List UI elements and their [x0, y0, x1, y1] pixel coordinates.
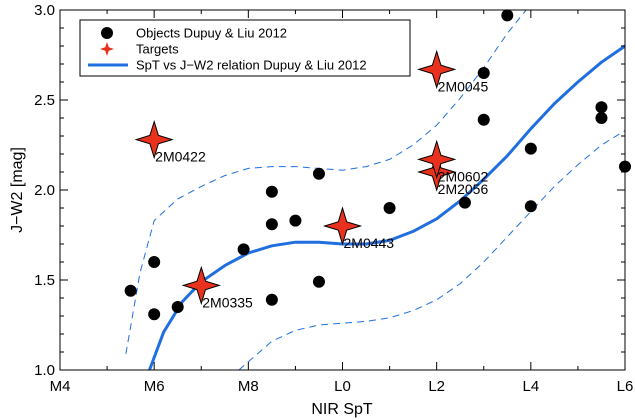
target-star — [181, 265, 222, 306]
object-point — [124, 284, 137, 297]
object-point — [265, 293, 278, 306]
axes: M4 M6 M8 L0 L2 L4 L6 1.0 1.5 2.0 2.5 3.0 — [34, 2, 633, 395]
object-point — [501, 9, 514, 22]
object-point — [237, 243, 250, 256]
x-tick-label: L0 — [334, 378, 351, 395]
target-star — [134, 119, 174, 160]
object-point — [265, 218, 278, 231]
legend-label: SpT vs J−W2 relation Dupuy & Liu 2012 — [136, 58, 367, 73]
x-tick-label: M6 — [144, 378, 165, 395]
target-label: 2M0443 — [344, 235, 395, 251]
x-tick-label: M4 — [50, 378, 71, 395]
legend-circle-marker — [101, 27, 113, 39]
object-point — [148, 256, 161, 268]
object-point — [312, 275, 325, 288]
object-point — [524, 142, 537, 155]
legend-box — [79, 19, 411, 77]
target-label: 2M2056 — [438, 181, 489, 197]
object-point — [289, 214, 302, 227]
y-tick-label: 3.0 — [34, 2, 55, 19]
relation-line — [148, 44, 625, 370]
target-star — [416, 49, 457, 90]
object-point — [477, 113, 490, 126]
object-point — [383, 202, 396, 214]
x-tick-label: L4 — [522, 378, 539, 395]
x-tick-label: L2 — [428, 378, 445, 395]
legend-label: Objects Dupuy & Liu 2012 — [136, 26, 287, 41]
object-point — [477, 67, 490, 79]
y-tick-label: 1.0 — [34, 362, 55, 379]
target-label: 2M0335 — [202, 294, 253, 310]
target-label: 2M0045 — [438, 78, 489, 94]
x-axis-label: NIR SpT — [311, 401, 373, 418]
y-axis-label: J−W2 [mag] — [9, 147, 26, 233]
object-point — [524, 200, 537, 213]
target-label: 2M0602 — [438, 168, 489, 184]
data-points — [124, 9, 631, 321]
object-point — [171, 301, 184, 313]
object-point — [458, 196, 471, 209]
x-tick-label: L6 — [617, 378, 634, 395]
object-point — [595, 112, 608, 124]
target-star — [322, 206, 363, 246]
y-tick-label: 2.0 — [34, 182, 55, 199]
x-tick-label: M8 — [238, 378, 259, 395]
object-point — [148, 308, 161, 321]
legend-star-marker — [100, 42, 114, 56]
y-tick-label: 1.5 — [34, 272, 55, 289]
uncertainty-line — [238, 130, 625, 370]
object-point — [312, 167, 325, 180]
object-point — [265, 185, 278, 198]
legend-label: Targets — [136, 42, 179, 57]
target-label: 2M0422 — [155, 149, 206, 165]
y-tick-label: 2.5 — [34, 92, 55, 109]
object-point — [595, 101, 608, 114]
target-star — [416, 139, 457, 180]
